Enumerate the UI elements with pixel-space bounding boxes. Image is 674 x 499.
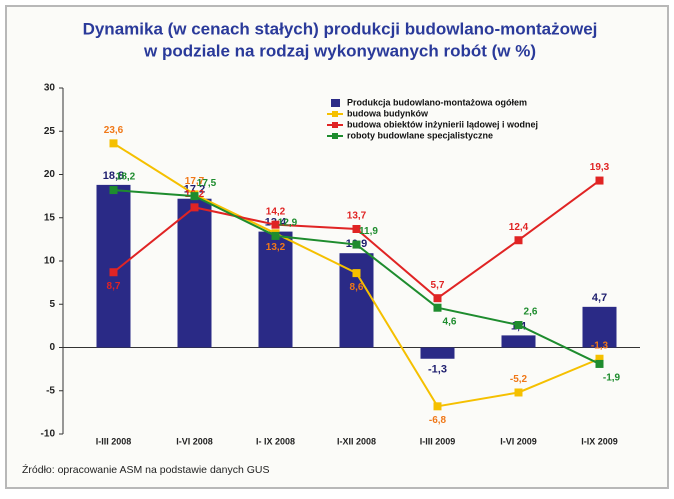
bar-value-label: 17,2 bbox=[184, 184, 205, 196]
marker bbox=[514, 321, 523, 330]
marker bbox=[595, 176, 604, 185]
value-label: 23,6 bbox=[104, 125, 124, 136]
x-tick-label: I-IX 2009 bbox=[581, 436, 618, 446]
y-tick-label: 5 bbox=[49, 299, 55, 310]
marker bbox=[109, 186, 118, 195]
legend-swatch bbox=[331, 99, 340, 107]
value-label: -1,3 bbox=[591, 340, 609, 351]
bar bbox=[177, 198, 212, 348]
marker bbox=[190, 203, 199, 212]
x-tick-label: I-VI 2008 bbox=[176, 436, 213, 446]
marker bbox=[190, 192, 199, 201]
value-label: 13,2 bbox=[266, 242, 286, 253]
x-tick-label: I-VI 2009 bbox=[500, 436, 537, 446]
y-tick-label: 20 bbox=[44, 169, 56, 180]
value-label: 19,3 bbox=[590, 162, 610, 173]
value-label: 12,9 bbox=[278, 218, 298, 229]
bar bbox=[582, 306, 617, 348]
bar bbox=[420, 347, 455, 359]
x-tick-label: I-III 2009 bbox=[420, 436, 456, 446]
legend-label: budowa budynków bbox=[347, 108, 429, 118]
bar-value-label: 4,7 bbox=[592, 292, 607, 304]
value-label: -6,8 bbox=[429, 415, 447, 426]
chart-title: Dynamika (w cenach stałych) produkcji bu… bbox=[83, 19, 598, 38]
value-label: 14,2 bbox=[266, 206, 286, 217]
marker bbox=[433, 303, 442, 312]
legend-label: Produkcja budowlano-montażowa ogółem bbox=[347, 97, 527, 107]
y-tick-label: 10 bbox=[44, 256, 56, 267]
marker bbox=[352, 269, 361, 278]
y-tick-label: 15 bbox=[44, 212, 56, 223]
bar bbox=[258, 231, 293, 348]
legend-marker bbox=[332, 122, 338, 128]
marker bbox=[352, 224, 361, 233]
value-label: 4,6 bbox=[443, 316, 457, 327]
value-label: 11,9 bbox=[359, 226, 378, 237]
bar-value-label: 18,8 bbox=[103, 170, 124, 182]
bar bbox=[501, 335, 536, 348]
bar-value-label: -1,3 bbox=[428, 364, 447, 376]
marker bbox=[595, 354, 604, 363]
x-tick-label: I-III 2008 bbox=[96, 436, 132, 446]
x-tick-label: I-XII 2008 bbox=[337, 436, 376, 446]
legend-marker bbox=[332, 111, 338, 117]
marker bbox=[514, 388, 523, 397]
legend-label: roboty budowlane specjalistyczne bbox=[347, 130, 493, 140]
marker bbox=[514, 236, 523, 245]
value-label: 13,7 bbox=[347, 211, 367, 222]
x-tick-label: I- IX 2008 bbox=[256, 436, 295, 446]
value-label: 12,4 bbox=[509, 222, 529, 233]
y-tick-label: -5 bbox=[46, 385, 55, 396]
marker bbox=[595, 359, 604, 368]
value-label: 8,7 bbox=[107, 281, 121, 292]
value-label: 8,6 bbox=[350, 282, 364, 293]
marker bbox=[109, 268, 118, 277]
bar bbox=[339, 253, 374, 348]
marker bbox=[352, 240, 361, 249]
value-label: -5,2 bbox=[510, 374, 528, 385]
y-tick-label: 0 bbox=[49, 342, 55, 353]
value-label: 2,6 bbox=[524, 307, 538, 318]
value-label: 5,7 bbox=[431, 280, 445, 291]
marker bbox=[271, 231, 280, 240]
y-tick-label: -10 bbox=[41, 429, 56, 440]
marker bbox=[271, 220, 280, 229]
legend-marker bbox=[332, 133, 338, 139]
y-tick-label: 30 bbox=[44, 83, 56, 94]
y-tick-label: 25 bbox=[44, 126, 56, 137]
marker bbox=[433, 402, 442, 411]
value-label: 18,2 bbox=[116, 172, 136, 183]
bar bbox=[96, 184, 131, 348]
chart-title: w podziale na rodzaj wykonywanych robót … bbox=[143, 41, 536, 60]
value-label: -1,9 bbox=[603, 373, 621, 384]
marker bbox=[433, 294, 442, 303]
value-label: 17,5 bbox=[197, 178, 217, 189]
source: Źródło: opracowanie ASM na podstawie dan… bbox=[22, 463, 269, 476]
legend-label: budowa obiektów inżynierii lądowej i wod… bbox=[347, 119, 538, 129]
marker bbox=[109, 139, 118, 148]
value-label: 17,7 bbox=[185, 176, 205, 187]
